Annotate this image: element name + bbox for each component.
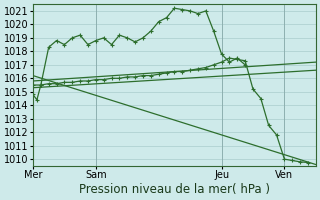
X-axis label: Pression niveau de la mer( hPa ): Pression niveau de la mer( hPa ) [79, 183, 270, 196]
